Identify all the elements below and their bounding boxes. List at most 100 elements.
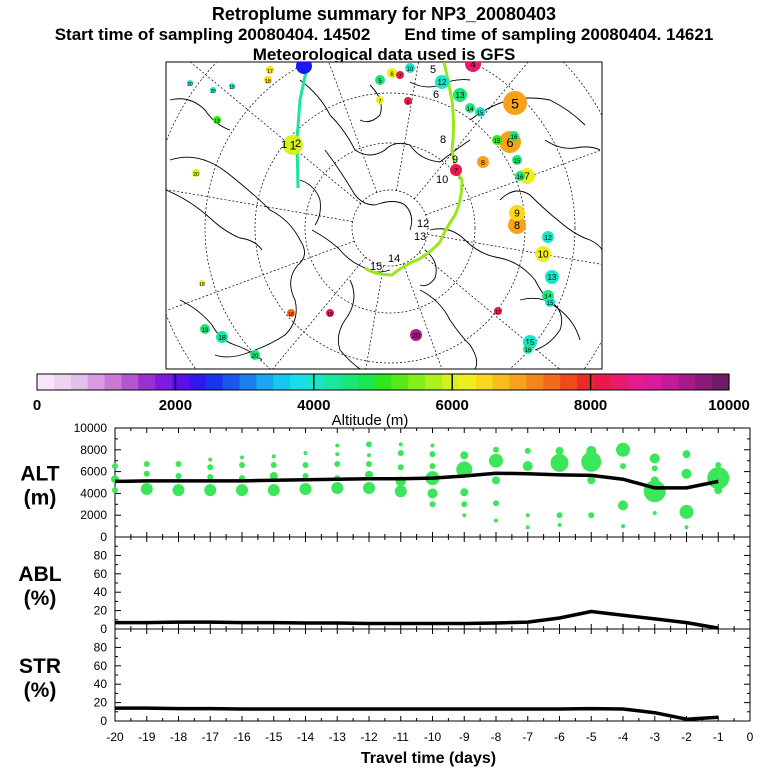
altitude-point	[493, 446, 499, 453]
panel-ylabel-bottom: (m)	[24, 487, 57, 510]
altitude-point	[239, 462, 245, 469]
colorbar-swatch	[712, 374, 730, 390]
map-marker-label: 14	[467, 107, 474, 113]
map-marker: 20	[410, 329, 422, 341]
altitude-point	[492, 476, 500, 485]
altitude-point	[460, 488, 469, 497]
altitude-point	[427, 488, 438, 499]
colorbar-swatch	[577, 374, 595, 390]
map-marker-label: 7	[399, 74, 402, 80]
altitude-point	[429, 501, 436, 508]
altitude-point	[456, 461, 473, 478]
y-tick-label: 0	[100, 530, 107, 544]
map-marker: 20	[250, 350, 260, 360]
y-tick-label: 40	[94, 585, 108, 599]
altitude-point	[621, 524, 625, 529]
x-tick-label: -16	[233, 730, 251, 744]
x-tick-label: -2	[681, 730, 692, 744]
map-marker: 19	[229, 83, 235, 91]
map-marker	[296, 62, 312, 74]
colorbar-swatch	[593, 374, 612, 390]
altitude-point	[557, 523, 562, 528]
altitude-point	[715, 462, 722, 469]
map-marker: 1	[283, 135, 303, 155]
altitude-point	[430, 443, 435, 448]
altitude-point	[556, 512, 563, 519]
x-tick-label: -4	[618, 730, 629, 744]
map-marker-label: 8	[407, 100, 410, 106]
meridian-line	[166, 189, 353, 222]
map-marker: 7	[376, 96, 384, 105]
map-marker: 4	[465, 62, 481, 72]
map-marker-label: 15	[494, 139, 501, 145]
y-tick-label: 40	[94, 677, 108, 691]
map-frame	[165, 61, 603, 370]
colorbar-tick-label: 4000	[297, 397, 330, 414]
colorbar-swatch	[526, 374, 544, 390]
altitude-point	[302, 472, 309, 479]
day-label: 6	[433, 89, 439, 101]
altitude-point	[143, 460, 150, 467]
colorbar-swatch	[239, 374, 258, 390]
altitude-point	[271, 454, 276, 459]
panel-frame	[114, 536, 751, 630]
map-marker-label: 20	[412, 333, 420, 340]
altitude-point	[586, 445, 597, 456]
map-marker: 18	[264, 76, 272, 85]
altitude-point	[684, 525, 689, 530]
altitude-point	[429, 463, 436, 470]
y-tick-label: 8000	[80, 443, 107, 457]
altitude-point	[236, 484, 248, 497]
y-tick-label: 60	[94, 659, 108, 673]
colorbar-swatch	[307, 374, 325, 390]
colorbar-swatch	[678, 374, 696, 390]
altitude-point	[240, 455, 244, 460]
colorbar-swatch	[543, 374, 561, 390]
x-tick-label: -18	[170, 730, 188, 744]
altitude-point	[616, 442, 630, 457]
colorbar-swatch	[273, 374, 291, 390]
map-marker-label: 17	[267, 69, 273, 75]
y-tick-label: 0	[100, 714, 107, 728]
altitude-point	[522, 461, 533, 472]
colorbar-swatch	[627, 374, 646, 390]
map-marker-label: 16	[511, 135, 518, 141]
map-marker-label: 16	[525, 348, 532, 354]
altitude-point	[112, 463, 118, 470]
day-label: 13	[414, 231, 426, 243]
series-line	[115, 609, 719, 630]
colorbar-swatch	[87, 374, 106, 390]
map-marker: 16	[523, 344, 533, 354]
altitude-point	[365, 470, 373, 479]
map-marker: 20	[187, 80, 193, 88]
altitude-point	[366, 460, 372, 467]
map-marker-label: 20	[187, 82, 193, 88]
meridian-line	[425, 149, 602, 216]
altitude-point	[681, 468, 692, 479]
altitude-point	[331, 481, 344, 494]
colorbar-swatch	[138, 374, 156, 390]
altitude-point	[587, 476, 596, 485]
map-markers: 1456789781213141510567781516151612101314…	[187, 62, 559, 360]
map-marker: 17	[266, 66, 274, 75]
panel-alt: 0 2000 4000 6000 8000 10000 ALT(m)	[20, 421, 751, 544]
met-data-label: Meteorological data used is GFS	[252, 45, 516, 64]
colorbar-frame	[36, 373, 730, 391]
x-tick-label: -1	[713, 730, 724, 744]
altitude-point	[525, 525, 530, 530]
colorbar-tick-label: 10000	[708, 397, 750, 414]
map-marker: 18	[199, 280, 205, 288]
altitude-point	[394, 485, 407, 498]
altitude-point	[651, 465, 658, 472]
altitude-point	[524, 447, 531, 454]
altitude-point	[367, 453, 371, 458]
colorbar-swatch	[644, 374, 663, 390]
colorbar-swatches	[37, 374, 730, 390]
map-marker: 14	[465, 103, 475, 113]
altitude-point	[143, 470, 150, 477]
map-marker-label: 19	[202, 328, 209, 334]
altitude-point	[175, 460, 182, 467]
colorbar-tick-label: 0	[33, 397, 41, 414]
